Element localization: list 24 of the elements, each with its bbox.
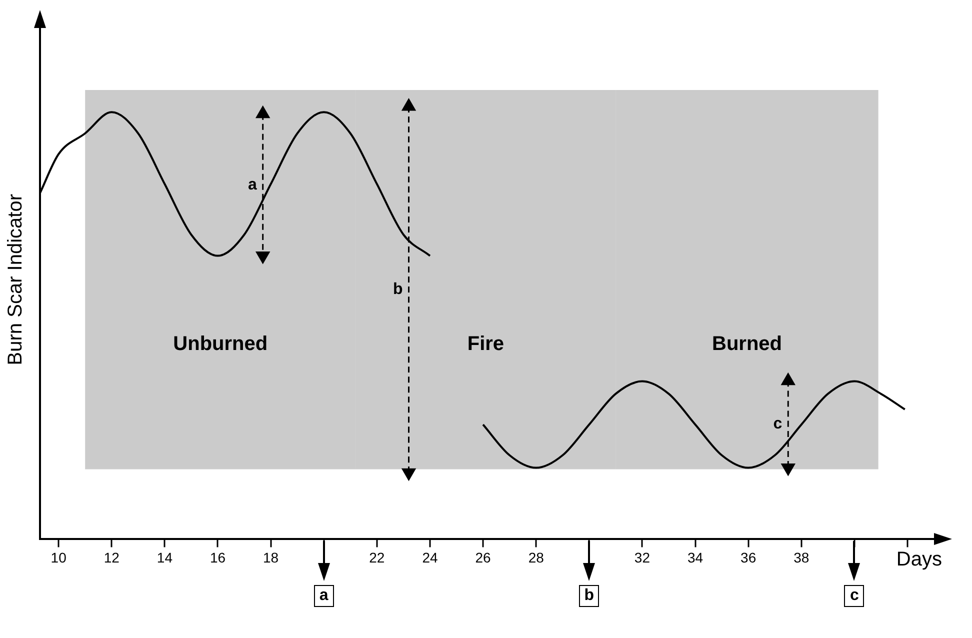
x-tick-label: 10 (50, 549, 67, 566)
x-tick-label: 26 (475, 549, 492, 566)
y-axis-title: Burn Scar Indicator (4, 194, 27, 366)
x-tick-label: 28 (528, 549, 544, 566)
series-label: b (392, 280, 403, 298)
x-tick-label: 34 (687, 549, 704, 566)
x-axis-title: Days (896, 548, 942, 571)
ref-line-label: b (579, 585, 600, 608)
band-label: Unburned (173, 333, 268, 356)
x-tick-label: 36 (740, 549, 756, 566)
x-tick-label: 16 (210, 549, 226, 566)
x-tick-label: 14 (156, 549, 173, 566)
x-tick-label: 24 (422, 549, 438, 566)
x-tick-label: 12 (104, 549, 120, 566)
series-label: c (773, 416, 782, 433)
x-tick-label: 38 (794, 549, 810, 566)
x-tick-label: 18 (263, 549, 279, 566)
ref-line-label: c (844, 585, 864, 608)
band-label: Fire (467, 333, 504, 356)
band-label: Burned (712, 333, 782, 356)
series-label: a (248, 176, 257, 194)
x-tick-label: 32 (634, 549, 650, 566)
ref-line-label: a (314, 585, 334, 608)
x-tick-label: 22 (369, 549, 385, 566)
